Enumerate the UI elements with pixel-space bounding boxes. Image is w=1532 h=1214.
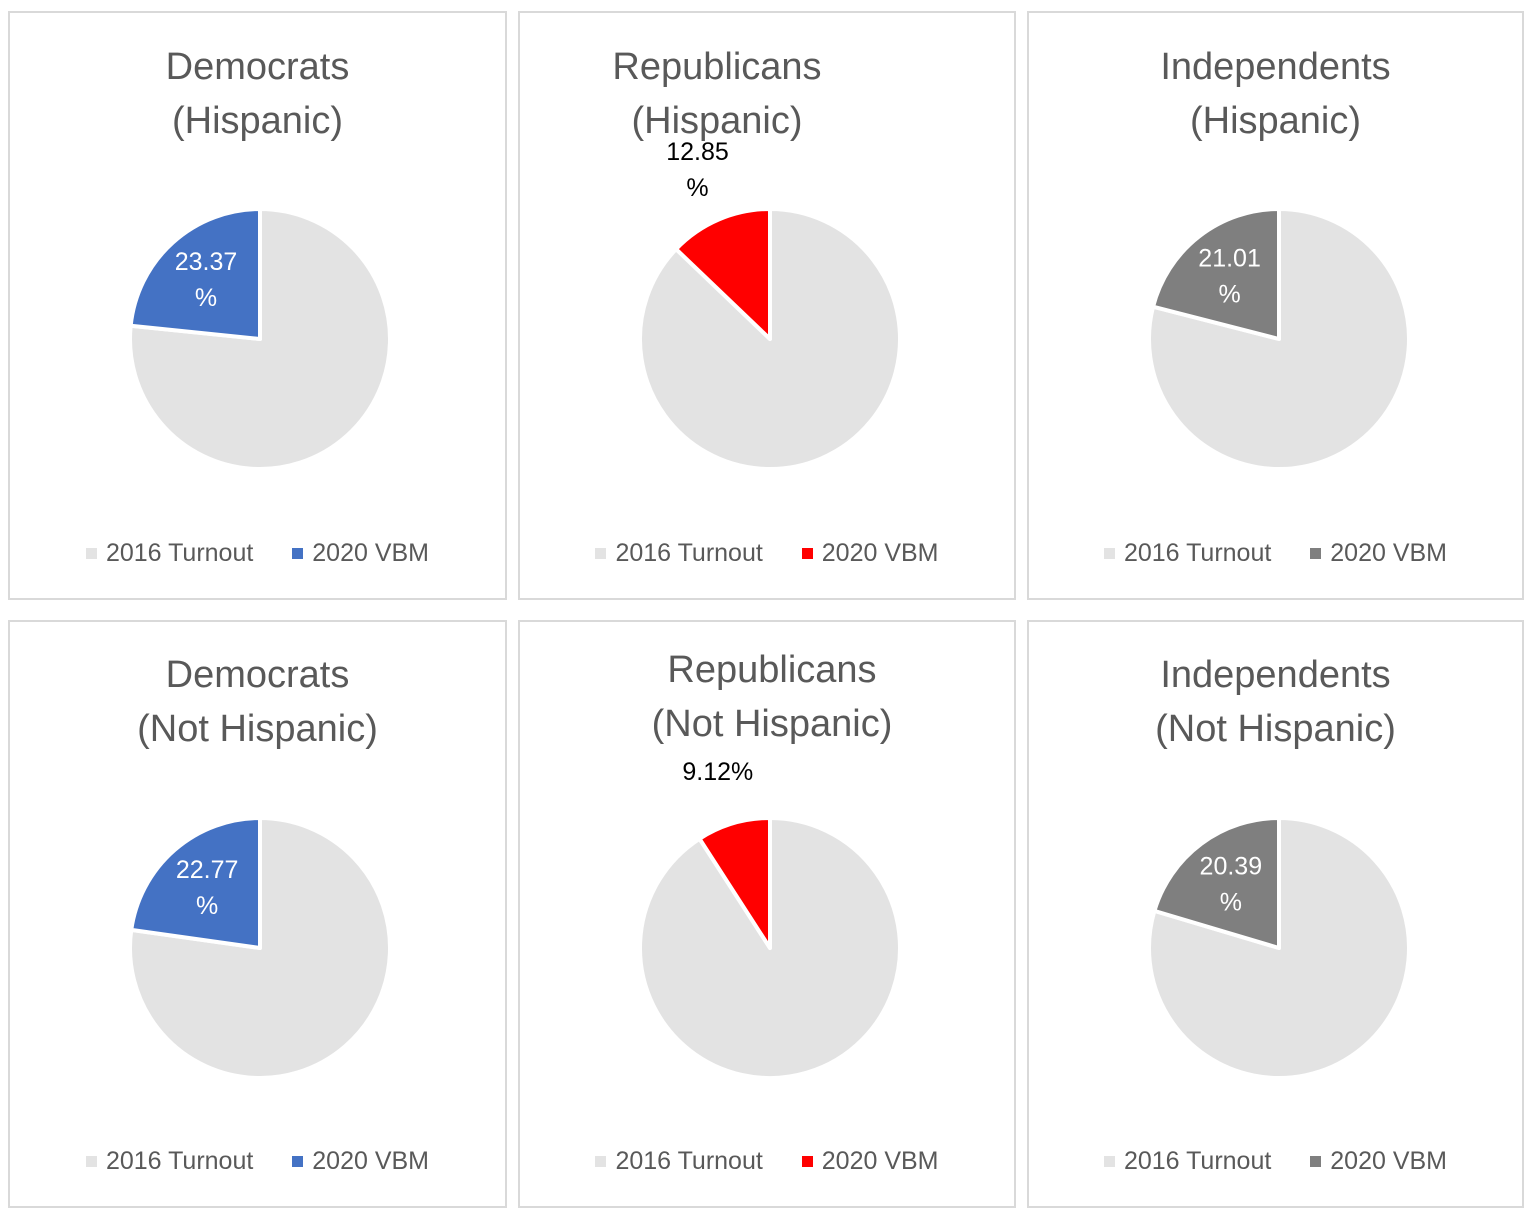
chart-title-line1: Republicans xyxy=(612,46,822,88)
chart-panel-republicans-not-hispanic: Republicans (Not Hispanic) 9.12% 2016 Tu… xyxy=(518,620,1016,1208)
legend-label: 2016 Turnout xyxy=(105,538,254,567)
legend-label: 2020 VBM xyxy=(1330,1146,1448,1175)
pie-chart: 23.37% xyxy=(128,207,392,471)
chart-panel-democrats-not-hispanic: Democrats (Not Hispanic) 22.77% 2016 Tur… xyxy=(8,620,507,1208)
legend-label: 2020 VBM xyxy=(312,538,430,567)
legend-label: 2020 VBM xyxy=(821,1146,939,1175)
chart-title: Republicans (Not Hispanic) xyxy=(530,643,1014,751)
legend-label: 2016 Turnout xyxy=(615,538,763,567)
legend-swatch xyxy=(85,1155,97,1167)
legend-item-2020-vbm: 2020 VBM xyxy=(1310,538,1447,568)
chart-title-line1: Independents xyxy=(1160,654,1391,696)
data-label: 9.12% xyxy=(682,758,753,786)
chart-legend: 2016 Turnout 2020 VBM xyxy=(1029,1146,1522,1176)
legend-item-2016-turnout: 2016 Turnout xyxy=(595,1146,763,1176)
data-label: 12.85 xyxy=(666,138,729,166)
legend-item-2020-vbm: 2020 VBM xyxy=(801,538,939,568)
pie-chart: 20.39% xyxy=(1147,816,1411,1080)
legend-item-2020-vbm: 2020 VBM xyxy=(292,538,429,568)
legend-swatch xyxy=(1310,547,1322,559)
legend-swatch xyxy=(1103,1155,1115,1167)
chart-title-line2: (Not Hispanic) xyxy=(1155,708,1396,750)
data-label: % xyxy=(1220,888,1242,916)
data-label: % xyxy=(196,892,218,920)
legend-swatch xyxy=(292,547,304,559)
pie-chart: 22.77% xyxy=(128,816,392,1080)
legend-item-2020-vbm: 2020 VBM xyxy=(292,1146,429,1176)
pie-slice-2020-vbm xyxy=(674,207,772,341)
legend-label: 2016 Turnout xyxy=(1123,538,1272,567)
chart-title: Independents (Not Hispanic) xyxy=(1029,648,1522,756)
chart-title-line1: Republicans xyxy=(667,649,877,691)
chart-panel-independents-not-hispanic: Independents (Not Hispanic) 20.39% 2016 … xyxy=(1027,620,1524,1208)
pie-slice-2020-vbm xyxy=(1152,816,1281,950)
data-label: 22.77 xyxy=(176,856,239,884)
legend-swatch xyxy=(801,1155,813,1167)
legend-item-2016-turnout: 2016 Turnout xyxy=(85,1146,254,1176)
legend-label: 2016 Turnout xyxy=(1123,1146,1272,1175)
legend-item-2016-turnout: 2016 Turnout xyxy=(595,538,763,568)
legend-swatch xyxy=(595,547,607,559)
pie-chart: 21.01% xyxy=(1147,207,1411,471)
legend-swatch xyxy=(292,1155,304,1167)
legend-label: 2020 VBM xyxy=(1330,538,1448,567)
chart-title-line1: Democrats xyxy=(165,46,350,88)
chart-panel-democrats-hispanic: Democrats (Hispanic) 23.37% 2016 Turnout… xyxy=(8,11,507,600)
legend-swatch xyxy=(801,547,813,559)
legend-swatch xyxy=(1103,547,1115,559)
chart-title-line2: (Not Hispanic) xyxy=(137,708,378,750)
pie-slice-2020-vbm xyxy=(128,207,262,341)
chart-legend: 2016 Turnout 2020 VBM xyxy=(10,1146,505,1176)
chart-title-line2: (Not Hispanic) xyxy=(651,703,893,745)
legend-item-2016-turnout: 2016 Turnout xyxy=(85,538,254,568)
chart-legend: 2016 Turnout 2020 VBM xyxy=(520,538,1014,568)
pie-slice-2016-turnout xyxy=(638,816,902,1080)
legend-item-2020-vbm: 2020 VBM xyxy=(801,1146,939,1176)
chart-panel-republicans-hispanic: Republicans (Hispanic) 12.85% 2016 Turno… xyxy=(518,11,1016,600)
pie-slice-2016-turnout xyxy=(128,816,392,1080)
pie-slice-2020-vbm xyxy=(1151,207,1281,341)
chart-title-line1: Independents xyxy=(1160,46,1391,88)
pie-slice-2020-vbm xyxy=(697,816,772,950)
chart-title: Democrats (Hispanic) xyxy=(10,40,505,148)
pie-slice-2016-turnout xyxy=(1147,816,1411,1080)
legend-swatch xyxy=(1310,1155,1322,1167)
chart-title-line2: (Hispanic) xyxy=(631,100,803,142)
legend-label: 2020 VBM xyxy=(312,1146,430,1175)
chart-legend: 2016 Turnout 2020 VBM xyxy=(520,1146,1014,1176)
data-label: % xyxy=(686,174,708,202)
legend-item-2020-vbm: 2020 VBM xyxy=(1310,1146,1447,1176)
data-label: 20.39 xyxy=(1200,852,1263,880)
legend-label: 2016 Turnout xyxy=(105,1146,254,1175)
chart-legend: 2016 Turnout 2020 VBM xyxy=(10,538,505,568)
chart-title: Democrats (Not Hispanic) xyxy=(10,648,505,756)
data-label: % xyxy=(1218,280,1240,308)
chart-legend: 2016 Turnout 2020 VBM xyxy=(1029,538,1522,568)
legend-swatch xyxy=(595,1155,607,1167)
legend-label: 2020 VBM xyxy=(821,538,939,567)
legend-item-2016-turnout: 2016 Turnout xyxy=(1103,1146,1272,1176)
data-label: 21.01 xyxy=(1198,244,1261,272)
data-label: 23.37 xyxy=(175,248,238,276)
legend-swatch xyxy=(85,547,97,559)
chart-title-line2: (Hispanic) xyxy=(171,100,344,142)
legend-label: 2016 Turnout xyxy=(615,1146,763,1175)
chart-panel-independents-hispanic: Independents (Hispanic) 21.01% 2016 Turn… xyxy=(1027,11,1524,600)
data-label: % xyxy=(195,284,217,312)
pie-chart: 12.85% xyxy=(638,138,902,471)
chart-title-line2: (Hispanic) xyxy=(1189,100,1362,142)
chart-title-line1: Democrats xyxy=(165,654,350,696)
pie-chart: 9.12% xyxy=(638,758,902,1080)
legend-item-2016-turnout: 2016 Turnout xyxy=(1103,538,1272,568)
chart-title: Independents (Hispanic) xyxy=(1029,40,1522,148)
pie-slice-2020-vbm xyxy=(129,816,262,950)
chart-title: Republicans (Hispanic) xyxy=(420,40,1014,148)
